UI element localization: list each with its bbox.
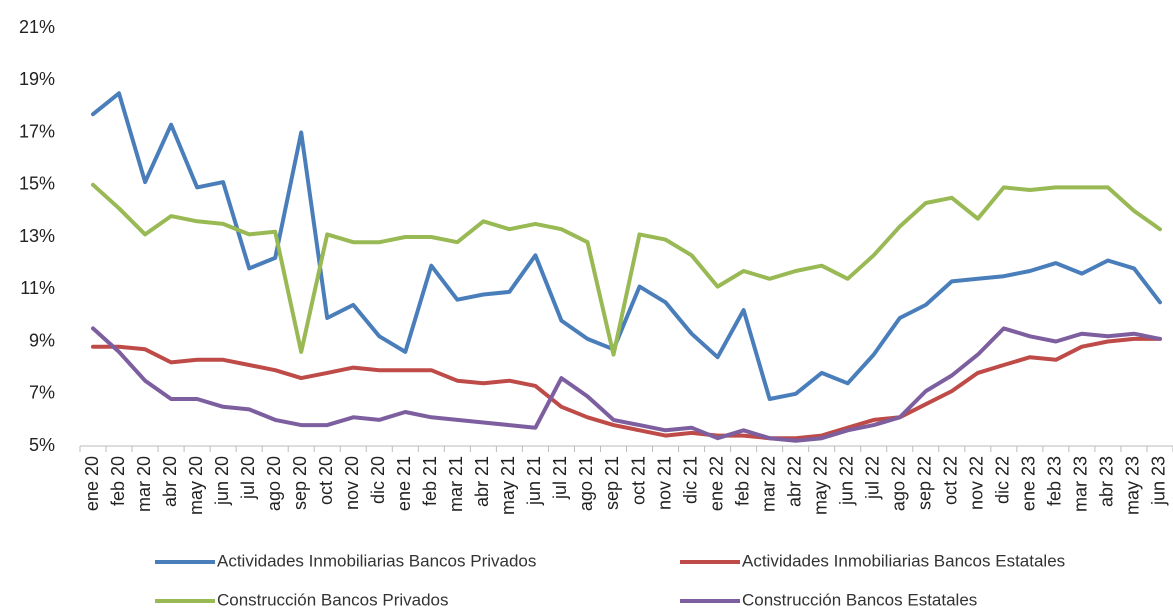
x-tick-label: may 20 xyxy=(186,456,206,515)
x-tick-label: jun 23 xyxy=(1149,456,1169,506)
y-tick-label: 7% xyxy=(29,383,55,403)
y-tick-label: 11% xyxy=(20,278,55,298)
x-tick-label: feb 23 xyxy=(1045,456,1065,506)
y-tick-label: 21% xyxy=(19,17,55,37)
x-tick-label: jul 20 xyxy=(238,456,258,500)
x-tick-label: may 21 xyxy=(498,456,518,515)
x-tick-label: nov 20 xyxy=(342,456,362,510)
x-tick-label: abr 23 xyxy=(1097,456,1117,507)
x-tick-label: abr 22 xyxy=(784,456,804,507)
x-tick-label: may 22 xyxy=(810,456,830,515)
x-tick-label: jun 22 xyxy=(836,456,856,506)
x-tick-label: ene 20 xyxy=(82,456,102,511)
x-tick-label: feb 21 xyxy=(420,456,440,506)
legend-label: Construcción Bancos Privados xyxy=(217,590,449,609)
x-tick-label: ene 21 xyxy=(394,456,414,511)
x-tick-label: jul 21 xyxy=(550,456,570,500)
x-tick-label: jun 20 xyxy=(212,456,232,506)
series-line xyxy=(91,326,1162,443)
x-tick-label: nov 22 xyxy=(967,456,987,510)
legend-label: Actividades Inmobiliarias Bancos Privado… xyxy=(217,551,536,570)
x-tick-label: sep 22 xyxy=(915,456,935,510)
x-tick-label: dic 22 xyxy=(993,456,1013,504)
y-tick-label: 17% xyxy=(19,121,55,141)
y-tick-label: 15% xyxy=(19,174,55,194)
x-tick-label: mar 20 xyxy=(134,456,154,512)
x-tick-label: dic 21 xyxy=(680,456,700,504)
legend-label: Construcción Bancos Estatales xyxy=(742,590,977,609)
y-tick-label: 5% xyxy=(29,435,55,455)
x-tick-label: nov 21 xyxy=(654,456,674,510)
x-tick-label: abr 20 xyxy=(160,456,180,507)
x-tick-label: sep 21 xyxy=(602,456,622,510)
x-tick-label: mar 23 xyxy=(1071,456,1091,512)
x-tick-label: oct 21 xyxy=(628,456,648,505)
x-tick-label: ago 20 xyxy=(264,456,284,511)
x-tick-label: feb 22 xyxy=(732,456,752,506)
x-tick-label: ene 23 xyxy=(1019,456,1039,511)
x-tick-label: jul 22 xyxy=(862,456,882,500)
x-tick-label: abr 21 xyxy=(472,456,492,507)
x-tick-label: jun 21 xyxy=(524,456,544,506)
series-line xyxy=(91,91,1162,401)
x-tick-label: mar 22 xyxy=(758,456,778,512)
x-tick-label: feb 20 xyxy=(108,456,128,506)
x-tick-label: may 23 xyxy=(1123,456,1143,515)
y-tick-label: 19% xyxy=(19,69,55,89)
x-tick-label: oct 20 xyxy=(316,456,336,505)
x-tick-label: oct 22 xyxy=(941,456,961,505)
x-tick-label: sep 20 xyxy=(290,456,310,510)
x-tick-label: ago 22 xyxy=(889,456,909,511)
x-tick-label: ene 22 xyxy=(706,456,726,511)
y-tick-label: 9% xyxy=(29,330,55,350)
y-tick-label: 13% xyxy=(19,226,55,246)
series-line xyxy=(91,336,1162,441)
legend-label: Actividades Inmobiliarias Bancos Estatal… xyxy=(742,551,1065,570)
x-tick-label: dic 20 xyxy=(368,456,388,504)
series-line xyxy=(91,182,1162,357)
x-tick-label: mar 21 xyxy=(446,456,466,512)
x-tick-label: ago 21 xyxy=(576,456,596,511)
